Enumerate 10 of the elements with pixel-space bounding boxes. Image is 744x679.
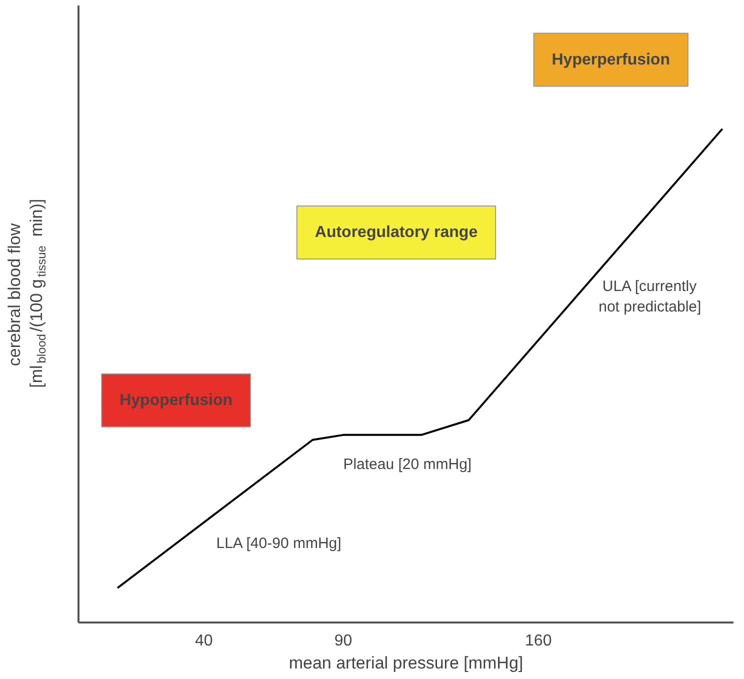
annotation: LLA [40-90 mmHg]	[216, 535, 342, 552]
annotation: Plateau [20 mmHg]	[343, 456, 472, 474]
text: Hyperperfusion	[552, 51, 670, 68]
annotation: Autoregulatory range	[314, 224, 478, 242]
x-tick-label: 160	[525, 632, 552, 650]
annotation: Hypoperfusion	[120, 392, 232, 409]
annotation: ULA [currently not predictable]	[598, 278, 702, 316]
x-axis-title: mean arterial pressure [mmHg]	[288, 654, 524, 672]
x-tick-label: 40	[195, 632, 213, 650]
x-tick-label: 90	[334, 632, 352, 650]
